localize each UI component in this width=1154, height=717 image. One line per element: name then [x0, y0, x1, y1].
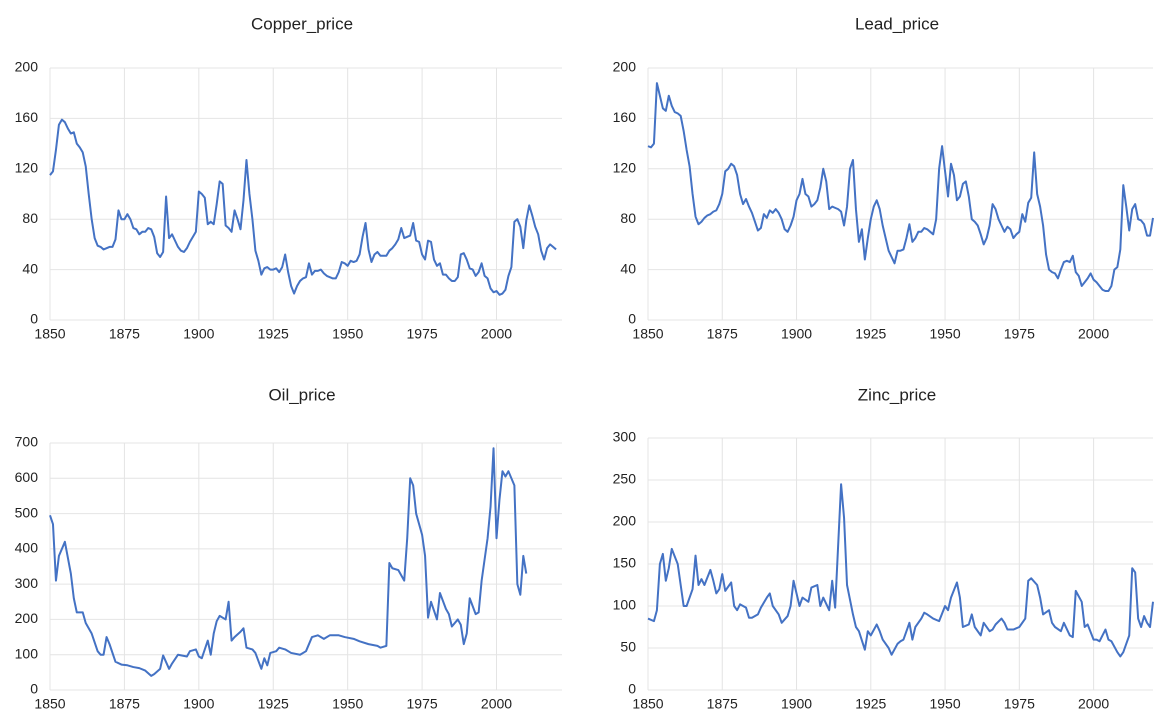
x-tick-label: 1925 [855, 326, 886, 342]
y-tick-label: 300 [613, 429, 637, 445]
x-tick-label: 2000 [1078, 326, 1109, 342]
x-tick-label: 1950 [929, 696, 960, 712]
x-tick-label: 1925 [258, 326, 289, 342]
y-tick-label: 200 [613, 59, 637, 75]
x-tick-label: 1950 [332, 326, 363, 342]
x-tick-label: 1900 [781, 696, 812, 712]
x-tick-label: 1975 [407, 696, 438, 712]
x-tick-label: 1875 [707, 326, 738, 342]
y-tick-label: 100 [15, 645, 39, 661]
x-tick-label: 1950 [929, 326, 960, 342]
x-tick-label: 2000 [1078, 696, 1109, 712]
x-tick-label: 1975 [1004, 326, 1035, 342]
panel: Copper_price 0 40 80 120 160 200 1850 1875 1900 19… [15, 14, 562, 342]
y-tick-label: 160 [613, 109, 637, 125]
x-tick-label: 1950 [332, 696, 363, 712]
y-tick-label: 200 [15, 59, 39, 75]
y-tick-label: 0 [30, 311, 38, 327]
y-tick-label: 50 [620, 639, 636, 655]
panel-title: Oil_price [268, 385, 335, 404]
panel: Zinc_price 0 50 100 150 200 250 300 1850 1875 1900… [613, 385, 1154, 712]
x-tick-label: 1975 [1004, 696, 1035, 712]
price-line [49, 118, 557, 296]
y-tick-label: 250 [613, 471, 637, 487]
x-tick-label: 1900 [183, 696, 214, 712]
y-tick-label: 0 [628, 311, 636, 327]
panel-title: Lead_price [855, 14, 939, 33]
y-tick-label: 700 [15, 434, 39, 450]
y-tick-label: 400 [15, 540, 39, 556]
y-tick-label: 200 [15, 610, 39, 626]
x-tick-label: 1875 [707, 696, 738, 712]
y-tick-label: 500 [15, 504, 39, 520]
x-tick-label: 2000 [481, 326, 512, 342]
y-tick-label: 300 [15, 575, 39, 591]
y-tick-label: 100 [613, 597, 637, 613]
panel: Lead_price 0 40 80 120 160 200 1850 1875 1900 1925… [613, 14, 1154, 342]
x-tick-label: 1850 [632, 696, 663, 712]
x-tick-label: 1875 [109, 696, 140, 712]
x-tick-label: 1925 [258, 696, 289, 712]
y-tick-label: 0 [30, 681, 38, 697]
y-tick-label: 200 [613, 513, 637, 529]
y-tick-label: 80 [22, 210, 38, 226]
y-tick-label: 0 [628, 681, 636, 697]
panel: Oil_price 0 100 200 300 400 500 600 700 1850 1875 1… [15, 385, 562, 712]
y-tick-label: 150 [613, 555, 637, 571]
price-line [647, 82, 1154, 293]
panel-title: Copper_price [251, 14, 353, 33]
x-tick-label: 1875 [109, 326, 140, 342]
x-tick-label: 1850 [632, 326, 663, 342]
price-line [49, 447, 528, 677]
y-tick-label: 120 [613, 160, 637, 176]
x-tick-label: 1900 [781, 326, 812, 342]
y-tick-label: 600 [15, 469, 39, 485]
x-tick-label: 1925 [855, 696, 886, 712]
y-tick-label: 160 [15, 109, 39, 125]
x-tick-label: 1850 [34, 696, 65, 712]
y-tick-label: 120 [15, 160, 39, 176]
x-tick-label: 2000 [481, 696, 512, 712]
y-tick-label: 40 [620, 260, 636, 276]
x-tick-label: 1975 [407, 326, 438, 342]
price-line [647, 483, 1154, 658]
y-tick-label: 40 [22, 260, 38, 276]
panel-title: Zinc_price [858, 385, 936, 404]
x-tick-label: 1850 [34, 326, 65, 342]
y-tick-label: 80 [620, 210, 636, 226]
x-tick-label: 1900 [183, 326, 214, 342]
